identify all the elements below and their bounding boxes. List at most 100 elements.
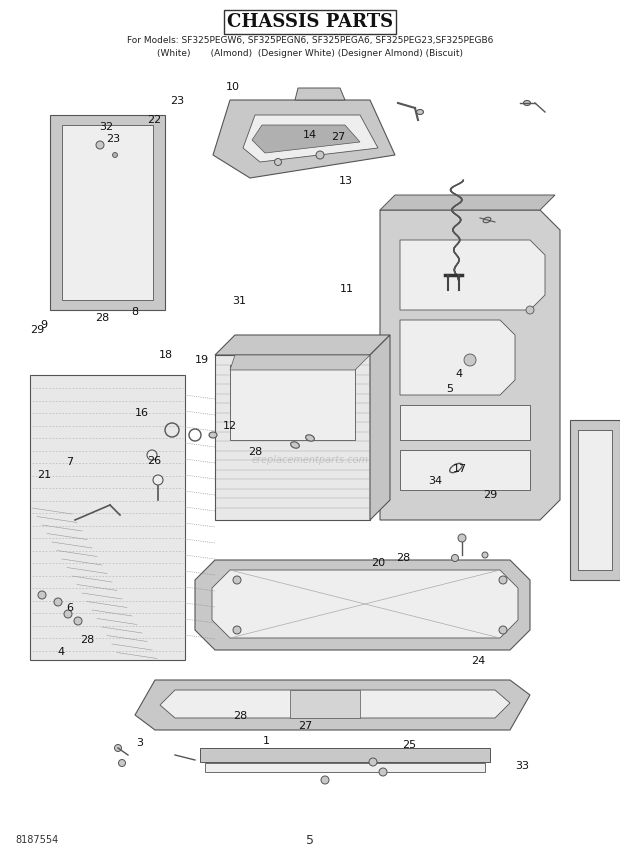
- Text: 29: 29: [30, 324, 44, 335]
- Polygon shape: [400, 240, 545, 310]
- Text: 6: 6: [66, 603, 73, 613]
- Text: 28: 28: [234, 710, 247, 721]
- Text: 12: 12: [223, 421, 236, 431]
- Text: 4: 4: [455, 369, 463, 379]
- Polygon shape: [30, 375, 185, 660]
- Text: 25: 25: [402, 740, 416, 750]
- Text: 13: 13: [339, 176, 353, 187]
- Text: 27: 27: [298, 721, 312, 731]
- Ellipse shape: [54, 598, 62, 606]
- Ellipse shape: [526, 306, 534, 314]
- Text: 32: 32: [100, 122, 113, 132]
- Ellipse shape: [118, 759, 125, 766]
- Text: 4: 4: [57, 647, 64, 657]
- Text: 28: 28: [249, 447, 262, 457]
- Polygon shape: [370, 335, 390, 520]
- Polygon shape: [578, 430, 612, 570]
- Polygon shape: [215, 355, 370, 520]
- Ellipse shape: [379, 768, 387, 776]
- Ellipse shape: [233, 626, 241, 634]
- Polygon shape: [400, 450, 530, 490]
- Ellipse shape: [523, 100, 531, 105]
- Polygon shape: [200, 748, 490, 762]
- Text: 18: 18: [159, 350, 173, 360]
- Text: CHASSIS PARTS: CHASSIS PARTS: [227, 13, 393, 31]
- Text: (White)       (Almond)  (Designer White) (Designer Almond) (Biscuit): (White) (Almond) (Designer White) (Desig…: [157, 49, 463, 57]
- Ellipse shape: [209, 432, 217, 438]
- Polygon shape: [295, 88, 345, 100]
- Text: 19: 19: [195, 354, 208, 365]
- Polygon shape: [230, 365, 355, 440]
- Text: ereplacementparts.com: ereplacementparts.com: [252, 455, 368, 465]
- Ellipse shape: [316, 151, 324, 159]
- Text: 27: 27: [331, 132, 345, 142]
- Text: 34: 34: [428, 476, 442, 486]
- Ellipse shape: [115, 745, 122, 752]
- Polygon shape: [252, 125, 360, 153]
- Polygon shape: [213, 100, 395, 178]
- Text: 14: 14: [303, 130, 317, 140]
- Ellipse shape: [458, 534, 466, 542]
- Ellipse shape: [275, 158, 281, 165]
- Text: 28: 28: [396, 553, 410, 563]
- Text: 28: 28: [95, 313, 109, 324]
- Text: 7: 7: [66, 457, 73, 467]
- Ellipse shape: [482, 552, 488, 558]
- Ellipse shape: [321, 776, 329, 784]
- Ellipse shape: [451, 555, 459, 562]
- Ellipse shape: [291, 442, 299, 449]
- Text: 5: 5: [306, 834, 314, 847]
- Polygon shape: [215, 335, 390, 355]
- Text: 23: 23: [170, 96, 184, 106]
- Text: 11: 11: [340, 284, 354, 294]
- Ellipse shape: [233, 576, 241, 584]
- Text: 28: 28: [80, 635, 94, 645]
- Text: For Models: SF325PEGW6, SF325PEGN6, SF325PEGA6, SF325PEG23,SF325PEGB6: For Models: SF325PEGW6, SF325PEGN6, SF32…: [127, 35, 493, 45]
- Polygon shape: [195, 560, 530, 650]
- Polygon shape: [62, 125, 153, 300]
- Polygon shape: [570, 420, 620, 580]
- Text: 9: 9: [40, 320, 47, 330]
- Ellipse shape: [306, 435, 314, 441]
- Text: 16: 16: [135, 407, 148, 418]
- Text: 33: 33: [515, 761, 529, 771]
- Polygon shape: [205, 763, 485, 772]
- Text: 10: 10: [226, 82, 239, 92]
- Polygon shape: [160, 690, 510, 718]
- Ellipse shape: [417, 110, 423, 115]
- Text: 3: 3: [136, 738, 143, 748]
- Text: 21: 21: [38, 470, 51, 480]
- Polygon shape: [243, 115, 378, 162]
- Text: 8: 8: [131, 307, 139, 318]
- Polygon shape: [400, 405, 530, 440]
- Ellipse shape: [153, 475, 163, 485]
- Text: 5: 5: [446, 384, 454, 395]
- Polygon shape: [212, 570, 518, 638]
- Polygon shape: [380, 210, 560, 520]
- Ellipse shape: [38, 591, 46, 599]
- Text: 22: 22: [147, 115, 161, 125]
- Text: 24: 24: [472, 656, 485, 666]
- Ellipse shape: [147, 450, 157, 460]
- Text: 31: 31: [232, 296, 246, 306]
- Polygon shape: [135, 680, 530, 730]
- Polygon shape: [50, 115, 165, 310]
- Polygon shape: [400, 320, 515, 395]
- Ellipse shape: [499, 626, 507, 634]
- Text: 20: 20: [371, 558, 385, 568]
- Text: 8187554: 8187554: [15, 835, 58, 845]
- Ellipse shape: [464, 354, 476, 366]
- Ellipse shape: [499, 576, 507, 584]
- Ellipse shape: [483, 217, 491, 223]
- Ellipse shape: [96, 141, 104, 149]
- Polygon shape: [380, 195, 555, 210]
- Ellipse shape: [74, 617, 82, 625]
- Text: 17: 17: [453, 464, 467, 474]
- Ellipse shape: [369, 758, 377, 766]
- Polygon shape: [230, 355, 370, 370]
- Polygon shape: [290, 690, 360, 718]
- Text: 26: 26: [147, 455, 161, 466]
- Text: 23: 23: [106, 134, 120, 144]
- Text: 1: 1: [263, 736, 270, 746]
- Ellipse shape: [64, 610, 72, 618]
